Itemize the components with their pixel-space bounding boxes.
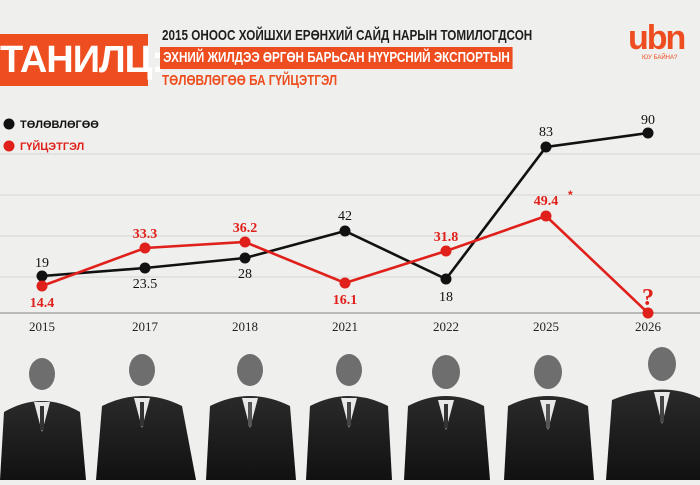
x-tick-label: 2018: [232, 319, 258, 334]
data-label-actual: 16.1: [333, 293, 358, 308]
person-icon-2021: [306, 354, 392, 480]
data-label-actual: ?: [642, 285, 654, 311]
legend-label: ГҮЙЦЭТГЭЛ: [20, 140, 84, 153]
data-point-plan: [239, 252, 251, 264]
title-line-1: 2015 ОНООС ХОЙШХИ ЕРӨНХИЙ САЙД НАРЫН ТОМ…: [162, 27, 533, 44]
title-badge: ТАНИЛЦ:: [0, 34, 164, 86]
data-point-plan: [642, 127, 654, 139]
data-label-actual: 33.3: [133, 227, 158, 242]
data-label-plan: 23.5: [133, 277, 158, 292]
legend-marker: [3, 140, 15, 152]
data-point-actual: [642, 307, 654, 319]
data-label-actual: 36.2: [233, 221, 258, 236]
person-icon-2026: [606, 347, 700, 480]
data-label-actual: 31.8: [434, 230, 459, 245]
data-label-actual: 14.4: [30, 296, 55, 311]
data-point-plan: [36, 270, 48, 282]
data-point-actual: [36, 280, 48, 292]
person-icon-2017: [96, 354, 196, 480]
x-tick-label: 2022: [433, 319, 459, 334]
data-point-plan: [540, 141, 552, 153]
data-point-actual: [440, 245, 452, 257]
logo-text: ubn: [628, 19, 686, 57]
portraits-illustration: [0, 347, 700, 480]
data-label-plan: 42: [338, 209, 352, 224]
logo-subtitle: ЮУ БАЙНА?: [642, 55, 678, 61]
data-annotation-asterisk: *: [568, 188, 573, 202]
ubn-logo: ubn ЮУ БАЙНА?: [628, 18, 698, 64]
x-tick-label: 2017: [132, 319, 159, 334]
person-icon-2022: [404, 355, 490, 480]
data-label-plan: 83: [539, 125, 553, 140]
data-label-plan: 19: [35, 256, 49, 271]
person-icon-2025: [504, 355, 594, 480]
data-point-plan: [440, 273, 452, 285]
person-icon-2015: [0, 358, 86, 480]
data-label-plan: 28: [238, 267, 252, 282]
title-line-2: ЭХНИЙ ЖИЛДЭЭ ӨРГӨН БАРЬСАН НҮҮРСНИЙ ЭКСП…: [160, 47, 513, 69]
data-label-actual: 49.4: [534, 194, 559, 209]
data-point-actual: [540, 210, 552, 222]
data-label-plan: 18: [439, 290, 453, 305]
data-point-actual: [339, 277, 351, 289]
data-point-actual: [139, 242, 151, 254]
x-tick-label: 2021: [332, 319, 358, 334]
person-icon-2018: [206, 354, 296, 480]
legend-marker: [3, 118, 15, 130]
data-label-plan: 90: [641, 113, 655, 128]
x-tick-label: 2026: [635, 319, 662, 334]
title-line-3: ТӨЛӨВЛӨГӨӨ БА ГҮЙЦЭТГЭЛ: [162, 72, 338, 89]
data-point-actual: [239, 236, 251, 248]
x-tick-label: 2015: [29, 319, 55, 334]
legend-label: ТӨЛӨВЛӨГӨӨ: [20, 119, 99, 131]
data-point-plan: [339, 225, 351, 237]
x-tick-label: 2025: [533, 319, 559, 334]
data-point-plan: [139, 262, 151, 274]
portraits-row: [0, 340, 700, 480]
